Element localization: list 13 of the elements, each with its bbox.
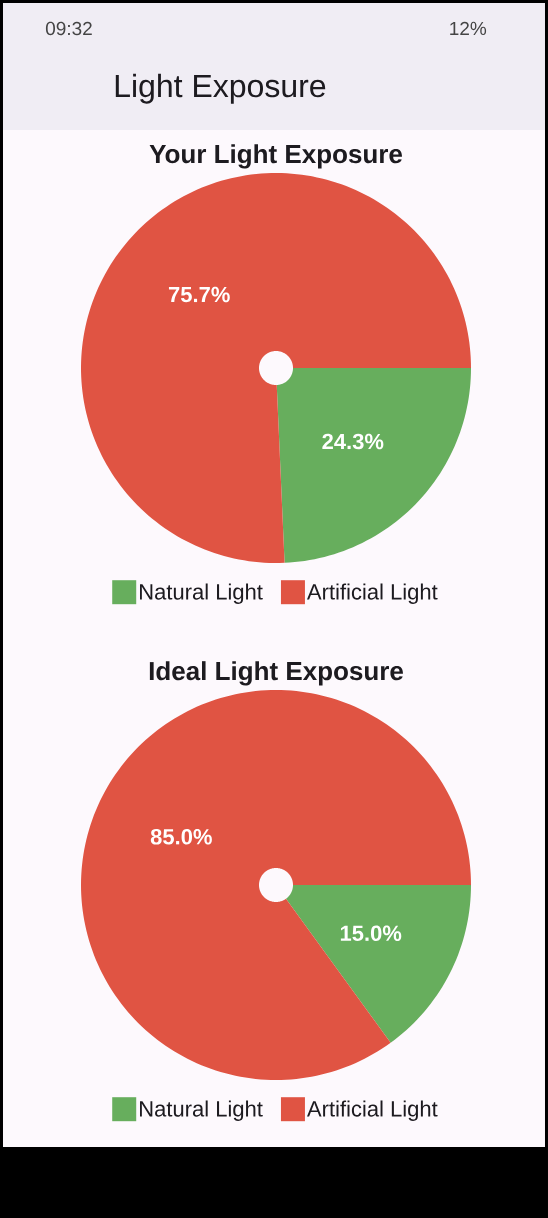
legend-label: Natural Light <box>140 583 263 604</box>
text: Light Exposure <box>115 73 326 104</box>
legend-label: Artificial Light <box>307 583 438 604</box>
legend-label: Artificial Light <box>307 1100 438 1121</box>
text: 09:32 <box>45 21 92 36</box>
chart-title: Your Light Exposure <box>149 144 402 169</box>
data-label: 85.0% <box>150 828 212 845</box>
data-label: 24.3% <box>322 433 384 450</box>
data-label: 75.7% <box>168 286 230 303</box>
data-label: 15.0% <box>340 925 402 942</box>
legend-label: Natural Light <box>140 1100 263 1121</box>
text: 12% <box>450 21 487 36</box>
chart-title: Ideal Light Exposure <box>149 661 403 686</box>
